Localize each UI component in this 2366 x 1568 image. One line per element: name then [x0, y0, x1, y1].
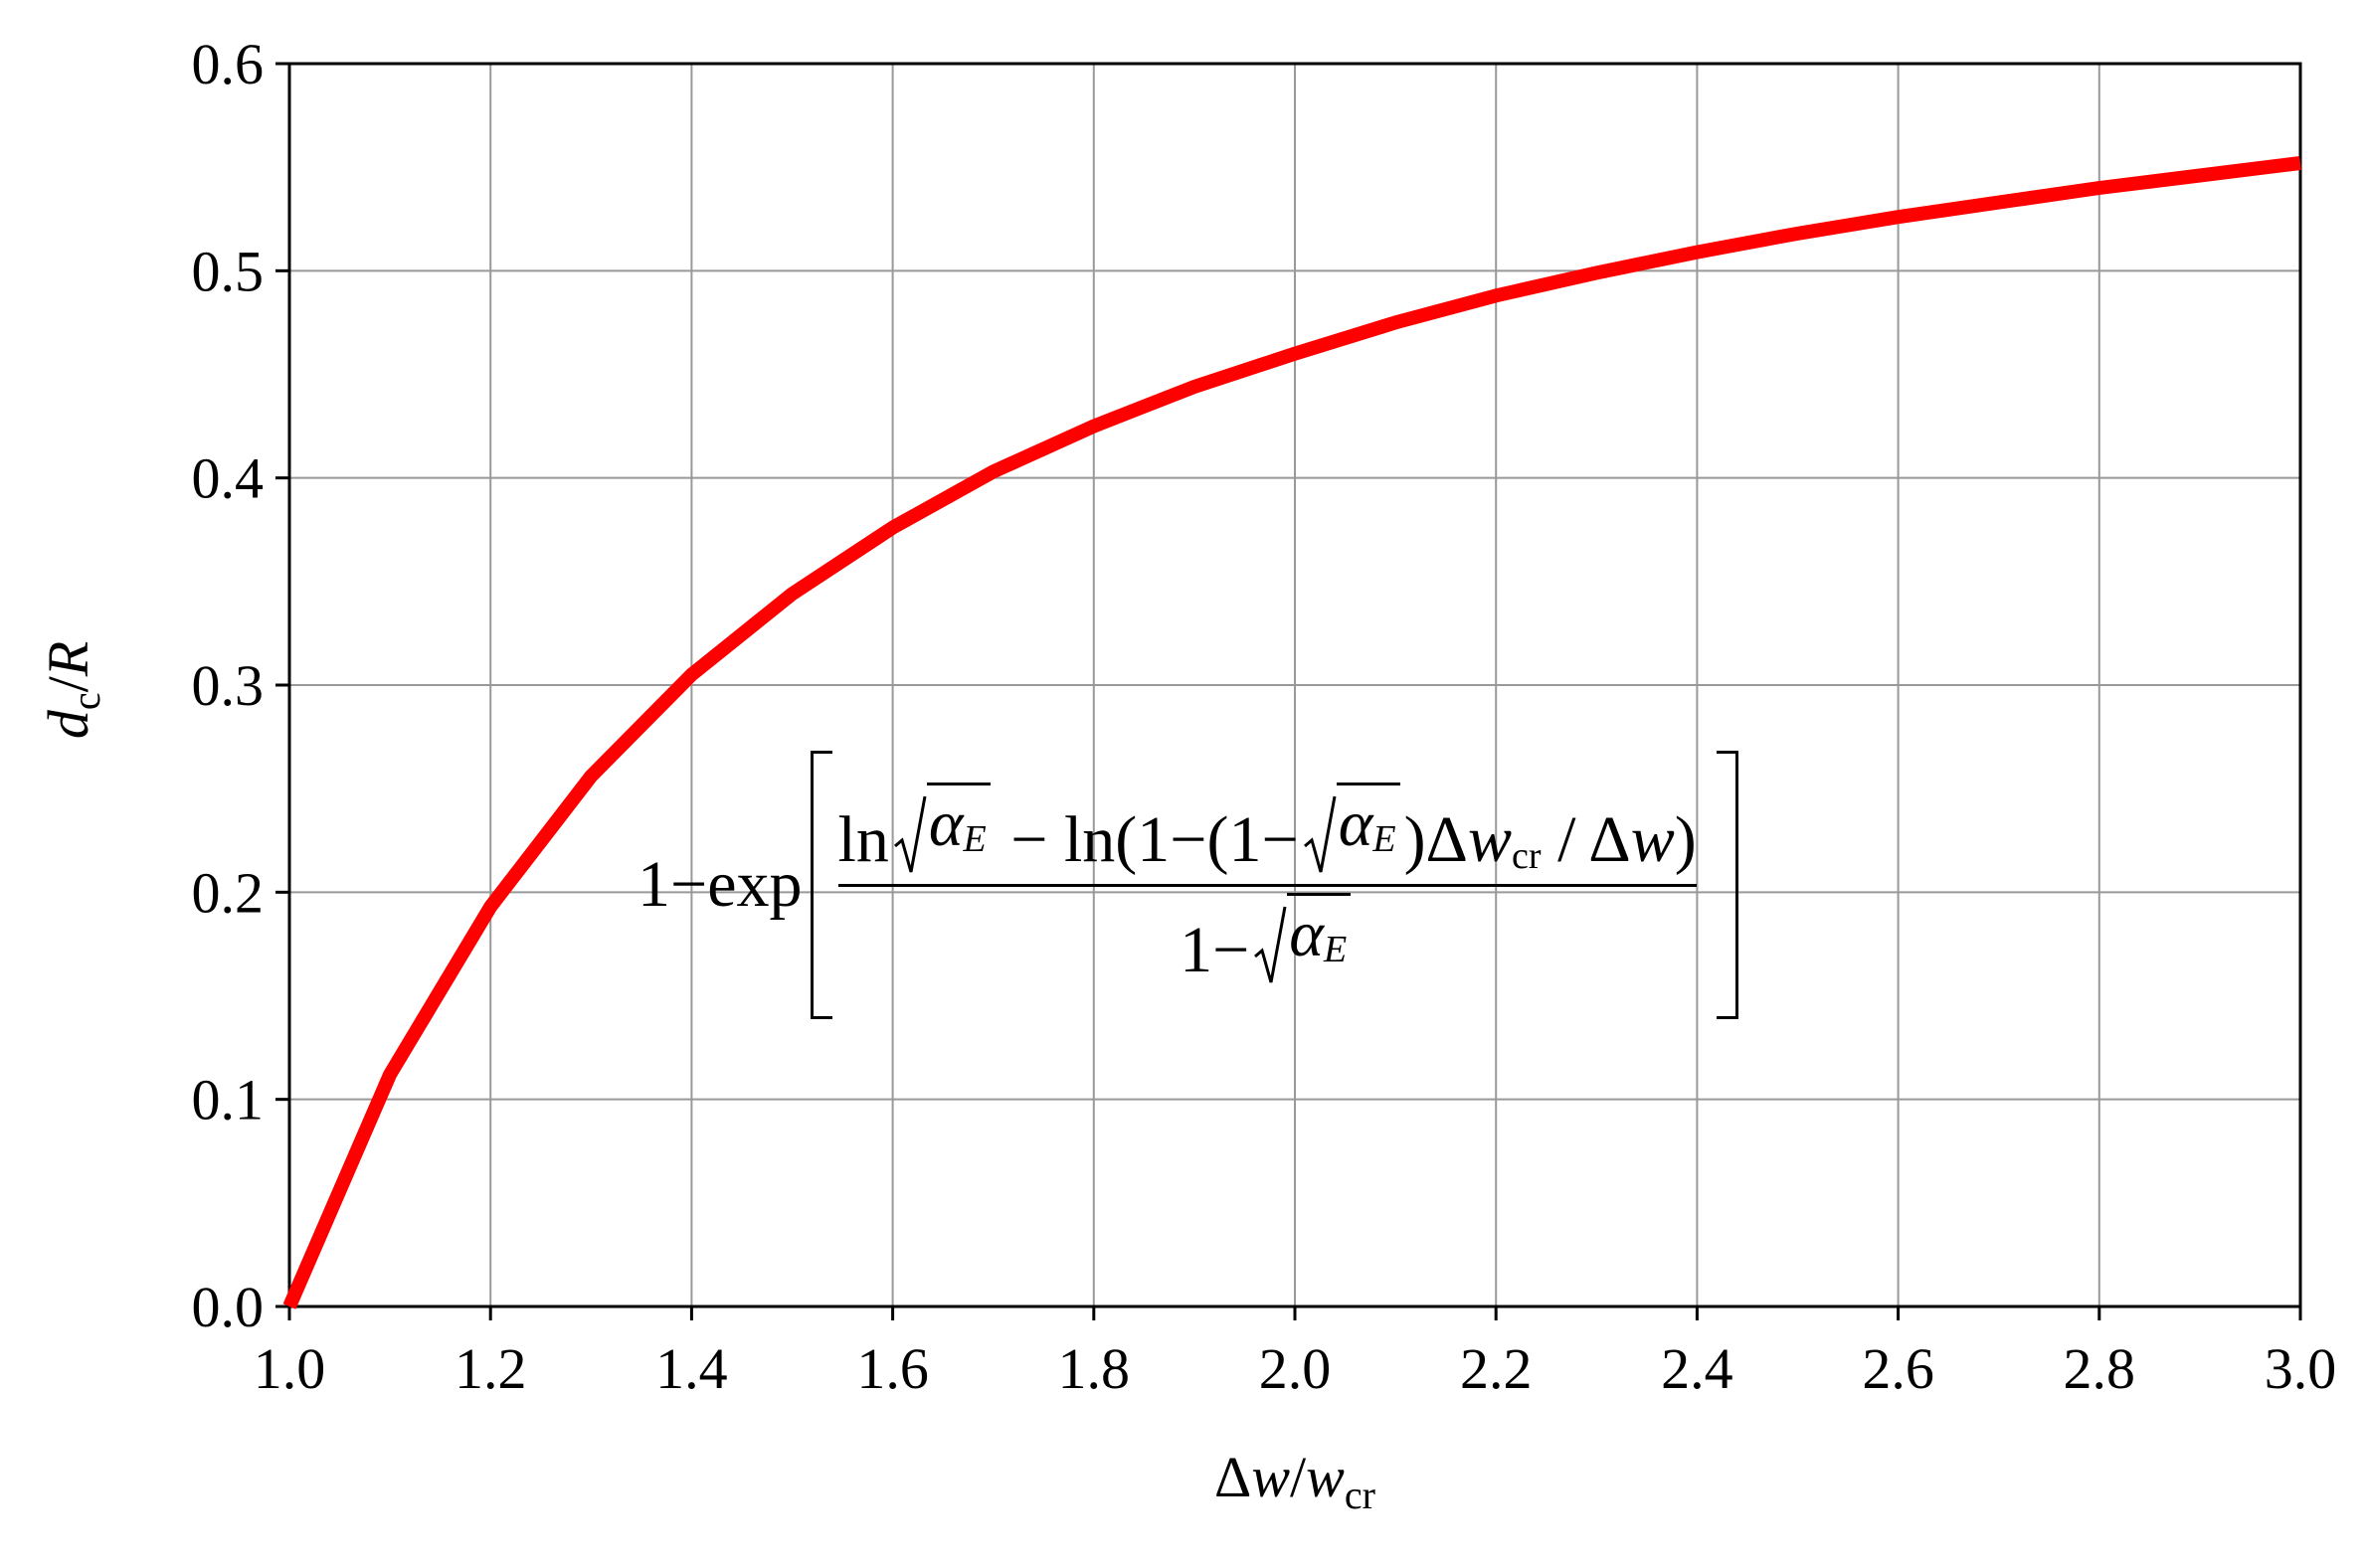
bracket [1716, 751, 1738, 1019]
formula-sub: E [1323, 928, 1348, 970]
y-tick-label: 0.0 [192, 1275, 265, 1339]
fraction-bar [837, 883, 1697, 887]
radical-sign [893, 795, 927, 872]
y-tick-label: 0.3 [192, 653, 265, 718]
x-tick-label: 1.0 [254, 1336, 326, 1401]
formula-text: α [928, 786, 964, 860]
y-label-sub: c [64, 692, 108, 710]
numerator: ln αE − ln (1−(1− αE )Δ w cr / Δ w ) [837, 782, 1697, 878]
y-tick-label: 0.2 [192, 860, 265, 925]
x-label-part: w [1306, 1445, 1345, 1509]
formula-text: − ln [994, 802, 1116, 876]
x-tick-label: 2.8 [2064, 1336, 2136, 1401]
formula-sub: E [963, 817, 987, 860]
formula-text: / Δ [1541, 802, 1631, 876]
x-label-part: w [1251, 1445, 1290, 1509]
radical: αE [1253, 892, 1352, 988]
y-label-part: d [36, 709, 100, 739]
x-tick-label: 3.0 [2265, 1336, 2337, 1401]
bracket [810, 751, 832, 1019]
x-tick-label: 2.4 [1661, 1336, 1733, 1401]
x-tick-label: 1.8 [1058, 1336, 1131, 1401]
radical-sign [1303, 795, 1337, 872]
formula-annotation: 1−exp ln αE − ln (1−(1− αE )Δ w cr / Δ w… [637, 751, 1738, 1019]
x-label-sub: cr [1345, 1473, 1375, 1517]
formula-prefix: 1−exp [637, 848, 803, 921]
x-tick-label: 1.2 [455, 1336, 527, 1401]
formula-text: ) [1674, 802, 1697, 876]
x-tick-label: 2.0 [1259, 1336, 1332, 1401]
formula-sub: cr [1512, 834, 1542, 877]
y-label-part: R [36, 641, 100, 677]
radical: αE [893, 782, 991, 878]
y-axis-label: dc/R [36, 641, 108, 739]
x-label-part: Δ [1214, 1445, 1251, 1509]
radical: αE [1303, 782, 1400, 878]
y-tick-label: 0.5 [192, 239, 265, 303]
formula-text: ln [837, 802, 889, 876]
formula-text: )Δ [1403, 802, 1468, 876]
formula-text: w [1630, 802, 1675, 876]
data-line [282, 156, 2301, 1309]
x-label-part: / [1290, 1445, 1307, 1509]
fraction: ln αE − ln (1−(1− αE )Δ w cr / Δ w ) 1− … [837, 782, 1697, 988]
x-tick-label: 1.6 [856, 1336, 929, 1401]
y-tick-label: 0.1 [192, 1068, 265, 1132]
x-tick-label: 2.2 [1460, 1336, 1533, 1401]
formula-text: α [1338, 786, 1373, 860]
x-tick-label: 1.4 [655, 1336, 728, 1401]
formula-text: α [1289, 897, 1324, 970]
y-tick-label: 0.6 [192, 32, 265, 96]
x-axis-label: Δw/wcr [1214, 1445, 1375, 1517]
x-tick-label: 2.6 [1862, 1336, 1934, 1401]
y-label-part: / [36, 675, 100, 692]
plot-frame [287, 62, 2302, 1308]
radical-sign [1254, 906, 1287, 982]
denominator: 1− αE [1180, 892, 1355, 988]
formula-text: w [1468, 802, 1513, 876]
formula-sub: E [1372, 817, 1396, 860]
formula-text: 1− [1180, 913, 1250, 986]
formula-text: (1−(1− [1115, 802, 1299, 876]
y-tick-label: 0.4 [192, 446, 265, 511]
